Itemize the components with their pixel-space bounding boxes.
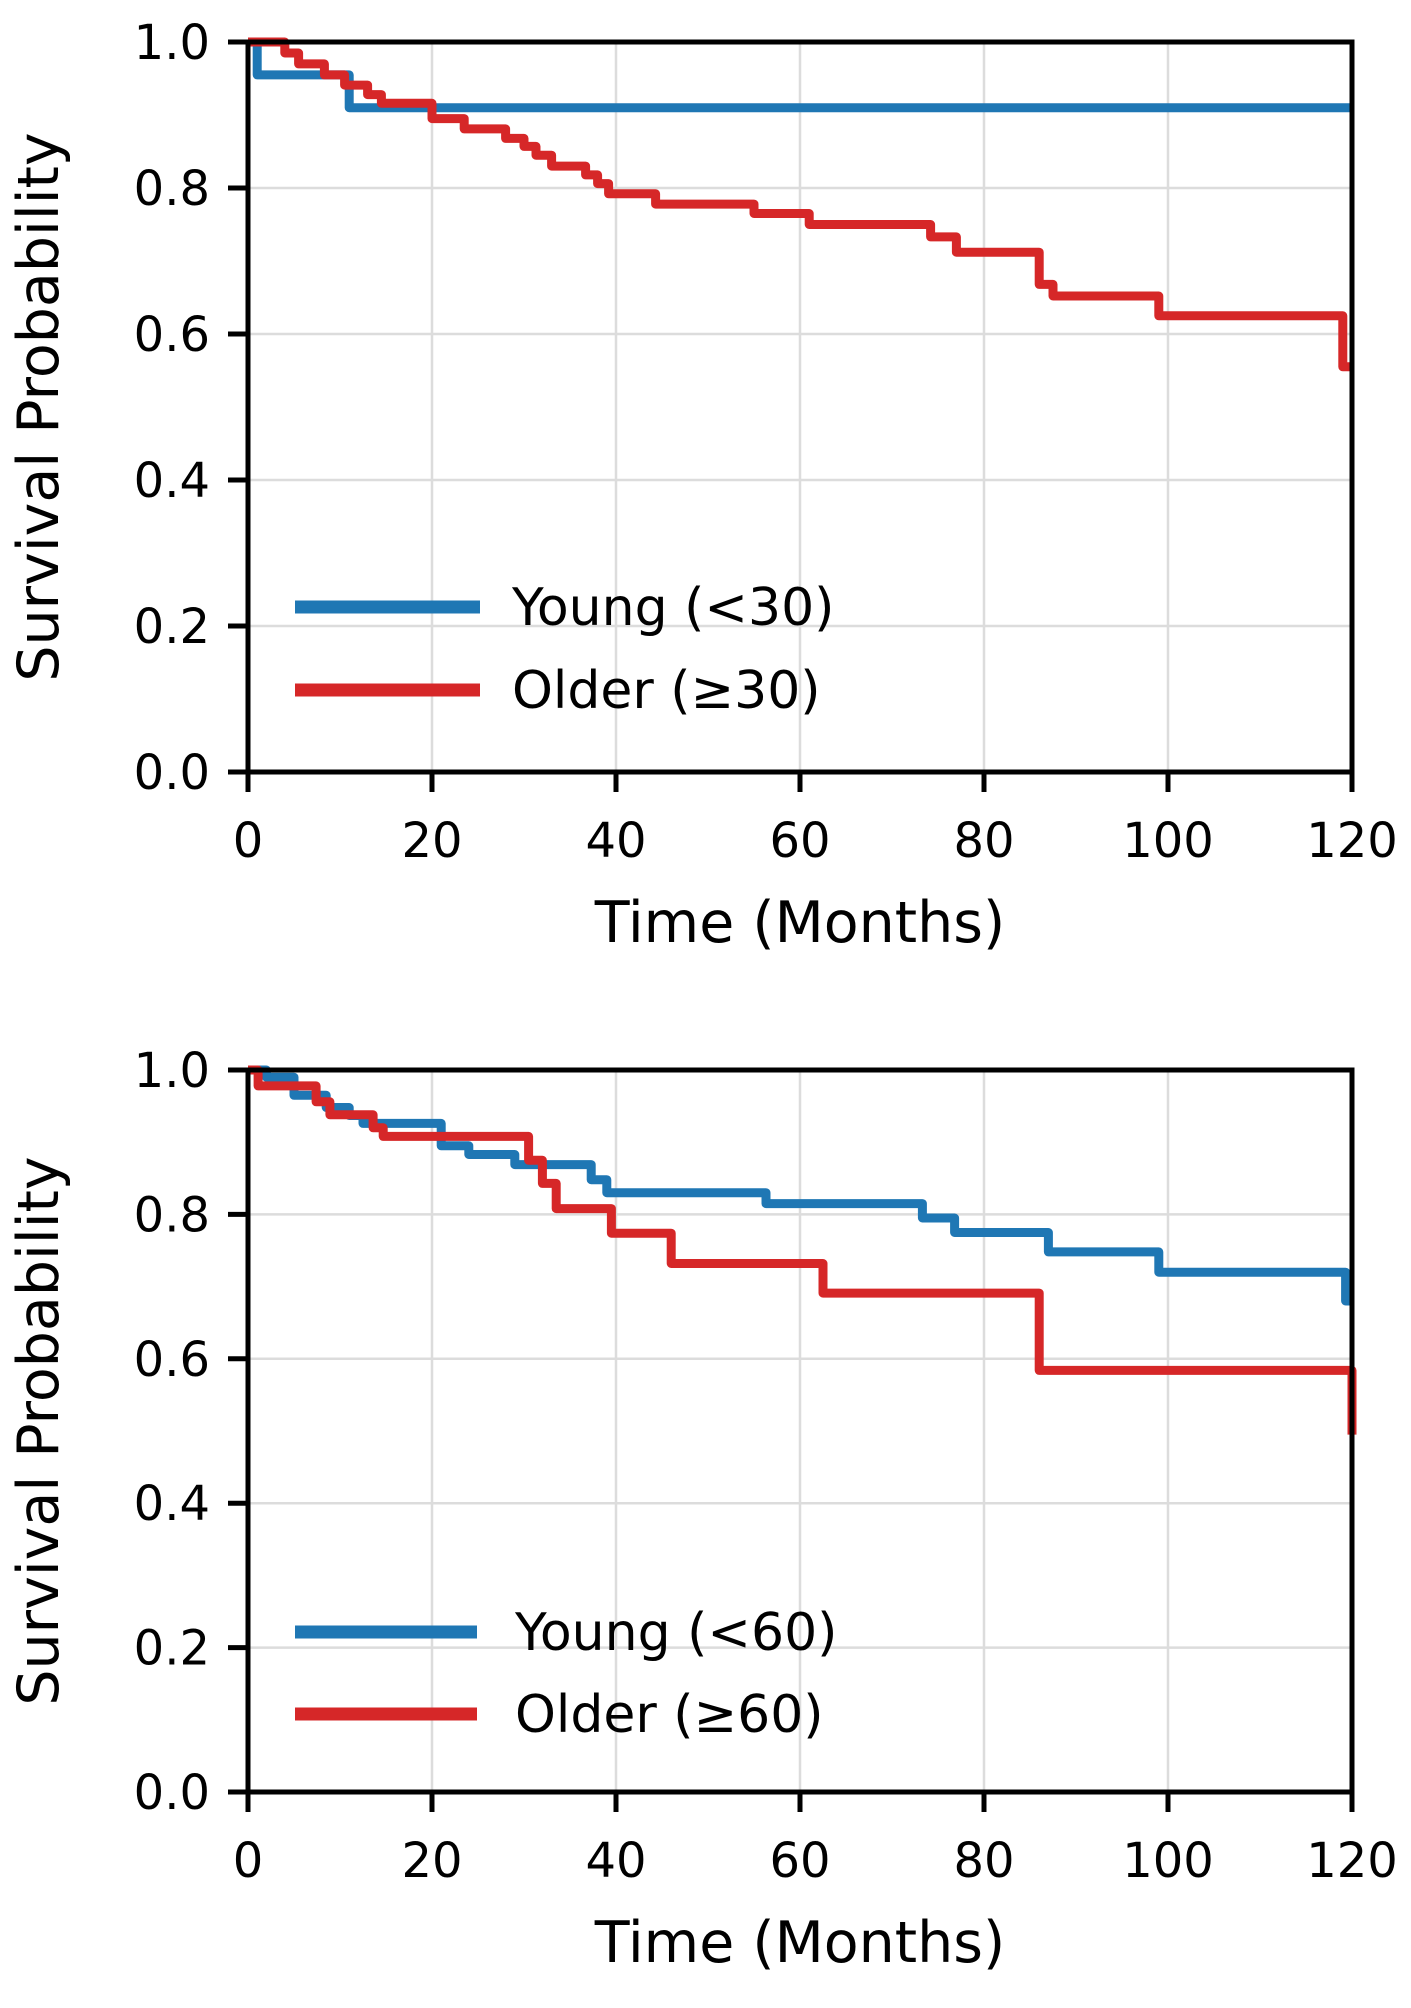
legend-label: Older (≥30) — [512, 661, 821, 721]
y-tick-label: 0.2 — [134, 599, 210, 655]
x-axis-label: Time (Months) — [594, 1910, 1005, 1976]
x-tick-label: 20 — [401, 813, 462, 869]
x-tick-label: 0 — [233, 1833, 264, 1889]
legend-label: Older (≥60) — [515, 1685, 824, 1745]
x-tick-label: 40 — [585, 1833, 646, 1889]
x-tick-label: 20 — [401, 1833, 462, 1889]
y-axis-label: Survival Probability — [6, 1156, 72, 1705]
x-tick-label: 80 — [953, 813, 1014, 869]
survival-chart-age30: 0 20 40 60 80 100 120 0.0 0.2 0.4 0.6 0.8 1.0 Time (M… — [6, 15, 1398, 956]
y-tick-label: 0.2 — [134, 1621, 210, 1677]
x-tick-label: 60 — [769, 813, 830, 869]
x-tick-label: 0 — [233, 813, 264, 869]
y-tick-label: 0.8 — [134, 1187, 210, 1243]
x-tick-label: 120 — [1306, 813, 1398, 869]
x-tick-label: 40 — [585, 813, 646, 869]
legend-label: Young (<30) — [511, 578, 834, 638]
survival-chart-age60: 0 20 40 60 80 100 120 0.0 0.2 0.4 0.6 0.8 1.0 Time (M… — [6, 1043, 1398, 1976]
y-tick-label: 0.0 — [134, 745, 210, 801]
x-axis-label: Time (Months) — [594, 890, 1005, 956]
older-survival-curve — [248, 37, 1352, 372]
y-tick-label: 1.0 — [134, 1043, 210, 1099]
y-tick-label: 0.8 — [134, 161, 210, 217]
y-tick-label: 0.4 — [134, 1476, 210, 1532]
y-tick-label: 0.6 — [134, 307, 210, 363]
x-tick-label: 100 — [1122, 813, 1214, 869]
x-tick-label: 120 — [1306, 1833, 1398, 1889]
x-tick-label: 60 — [769, 1833, 830, 1889]
y-tick-label: 0.6 — [134, 1332, 210, 1388]
x-tick-label: 100 — [1122, 1833, 1214, 1889]
legend-label: Young (<60) — [514, 1603, 837, 1663]
y-tick-label: 0.4 — [134, 453, 210, 509]
y-tick-label: 1.0 — [134, 15, 210, 71]
y-tick-label: 0.0 — [134, 1765, 210, 1821]
older-survival-curve — [248, 1065, 1357, 1435]
y-axis-label: Survival Probability — [6, 132, 72, 681]
x-tick-label: 80 — [953, 1833, 1014, 1889]
